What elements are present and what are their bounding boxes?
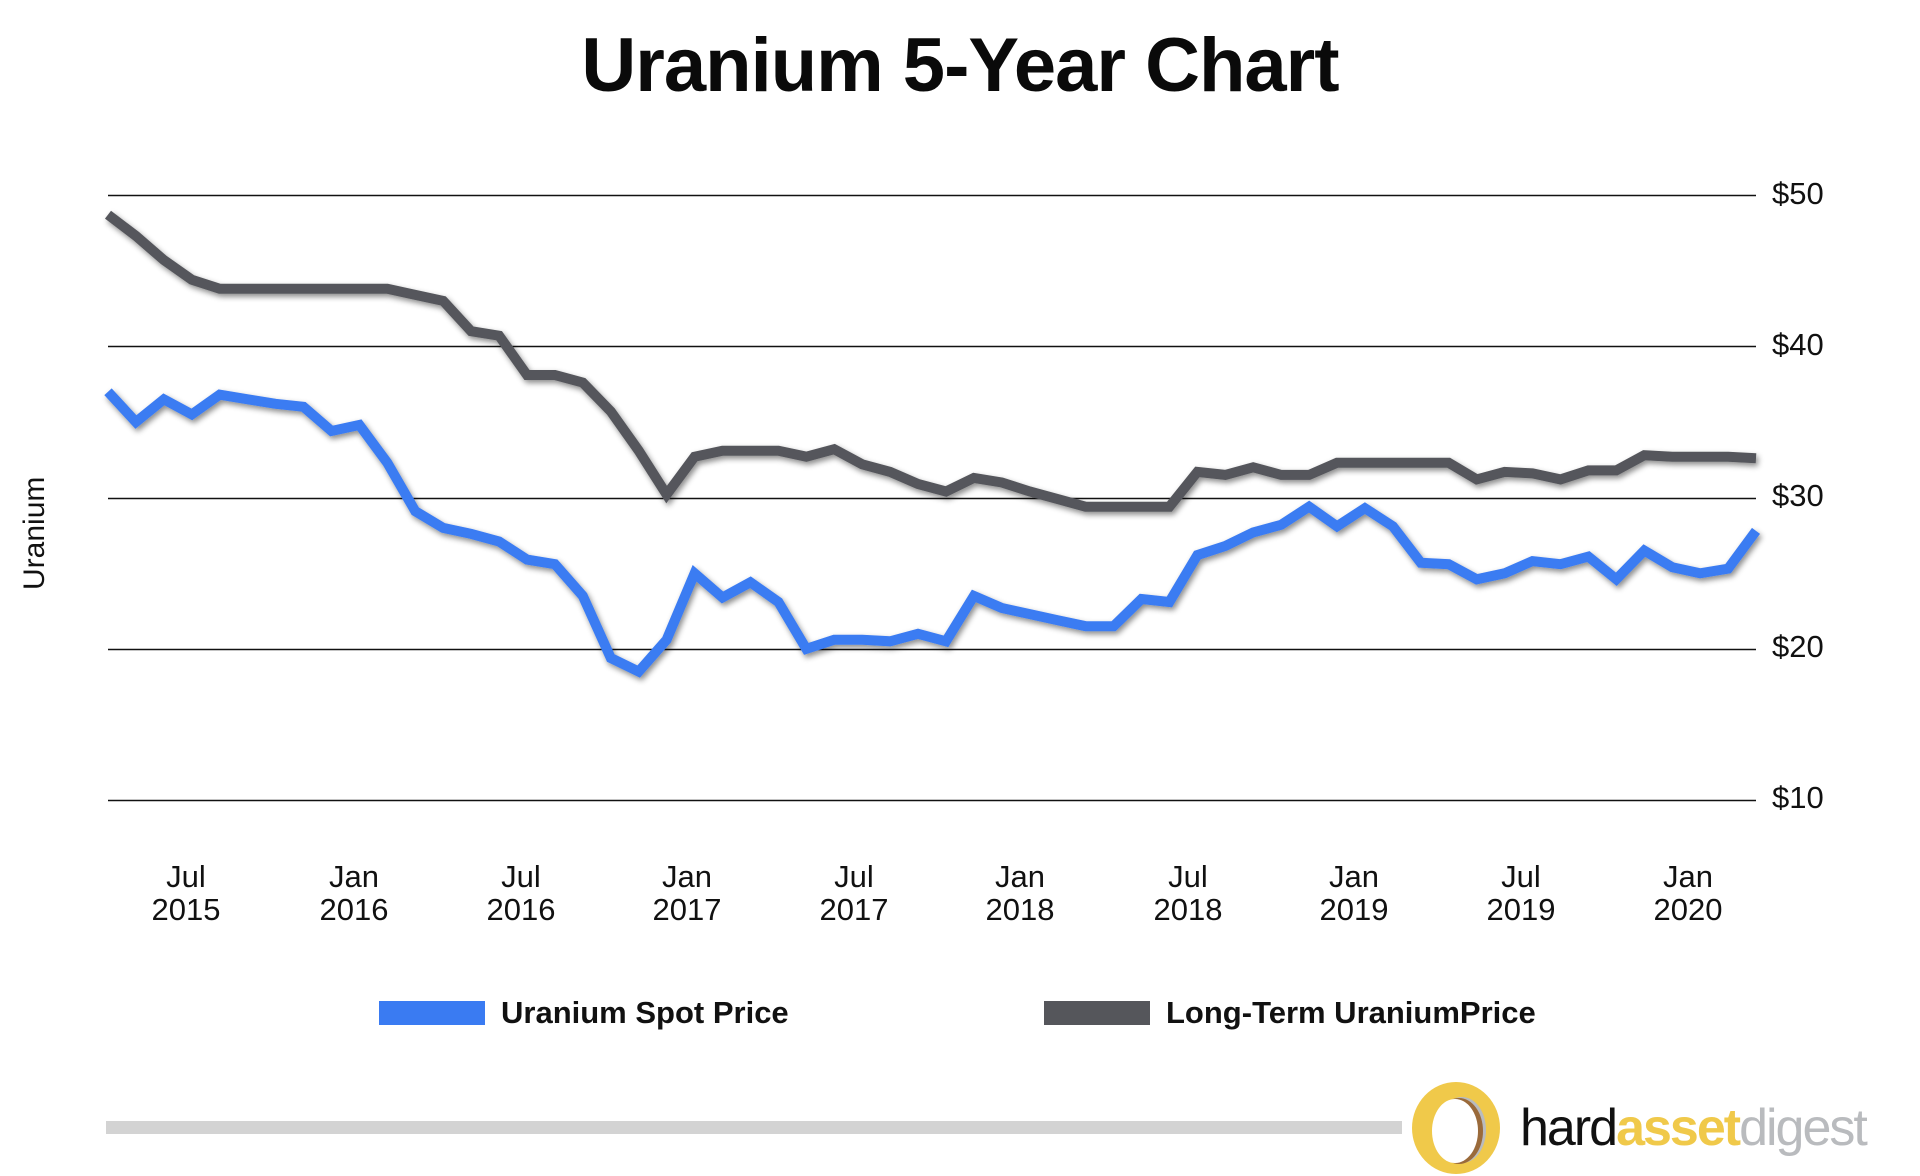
y-tick-label: $40 <box>1772 327 1824 362</box>
logo-ring-icon <box>1412 1082 1500 1174</box>
spot-price-line <box>104 388 1761 678</box>
legend-swatch-blue <box>379 1001 485 1025</box>
x-tick-label: Jul 2016 <box>486 859 556 927</box>
logo-wordmark: hardassetdigest <box>1520 1099 1868 1157</box>
x-tick-label: Jul 2017 <box>819 859 889 927</box>
x-tick-label: Jul 2019 <box>1486 859 1556 927</box>
y-tick-label: $50 <box>1772 176 1824 211</box>
y-tick-label: $30 <box>1772 478 1824 513</box>
x-tick-label: Jan 2016 <box>319 859 389 927</box>
x-tick-label: Jan 2017 <box>652 859 722 927</box>
legend-label: Long-Term UraniumPrice <box>1166 995 1536 1030</box>
legend-swatch-gray <box>1044 1001 1150 1025</box>
legend-item-long-term-price: Long-Term UraniumPrice <box>1044 995 1536 1031</box>
gridlines <box>108 194 1756 802</box>
x-tick-label: Jan 2020 <box>1653 859 1723 927</box>
footer-divider-bar <box>106 1121 1402 1134</box>
y-axis-label: Uranium <box>18 476 51 590</box>
chart-title: Uranium 5-Year Chart <box>581 23 1339 108</box>
legend-label: Uranium Spot Price <box>501 995 789 1030</box>
y-tick-label: $20 <box>1772 629 1824 664</box>
legend-item-spot-price: Uranium Spot Price <box>379 995 789 1031</box>
x-tick-label: Jan 2019 <box>1319 859 1389 927</box>
hardassetdigest-logo: hardassetdigest <box>1410 1080 1868 1176</box>
y-tick-label: $10 <box>1772 780 1824 815</box>
x-tick-label: Jul 2018 <box>1153 859 1223 927</box>
x-tick-label: Jul 2015 <box>151 859 221 927</box>
x-tick-label: Jan 2018 <box>985 859 1055 927</box>
long-term-price-line <box>104 210 1757 512</box>
